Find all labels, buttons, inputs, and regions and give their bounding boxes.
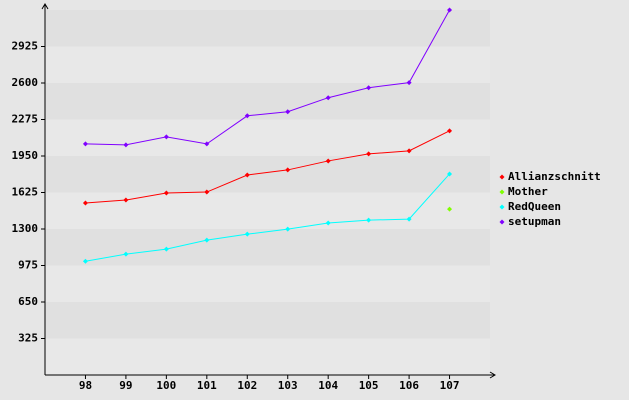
legend-label: setupman — [508, 215, 561, 228]
legend-marker — [499, 174, 505, 180]
x-tick-label: 105 — [359, 379, 379, 392]
legend-marker — [499, 219, 505, 225]
series-line — [85, 130, 450, 204]
grid-band — [45, 46, 490, 83]
grid-band — [45, 119, 490, 156]
point — [406, 80, 412, 86]
series-line — [85, 9, 450, 146]
point — [447, 128, 453, 134]
grid-band — [45, 265, 490, 302]
y-tick-label: 1950 — [12, 149, 39, 162]
y-tick-label: 2600 — [12, 76, 39, 89]
point — [204, 189, 210, 195]
x-tick-label: 99 — [119, 379, 132, 392]
legend-label: Mother — [508, 185, 548, 198]
x-axis-arrow — [489, 371, 496, 379]
point — [366, 151, 372, 157]
y-tick-label: 1300 — [12, 222, 39, 235]
point — [325, 158, 331, 164]
point — [406, 216, 412, 222]
x-tick-label: 104 — [318, 379, 338, 392]
point — [447, 206, 453, 212]
y-tick-label: 650 — [18, 295, 38, 308]
point — [82, 200, 88, 206]
legend-marker — [499, 204, 505, 210]
grid-band — [45, 302, 490, 339]
point — [447, 171, 453, 177]
point — [366, 85, 372, 91]
legend-label: Allianzschnitt — [508, 170, 601, 183]
x-tick-label: 103 — [278, 379, 298, 392]
point — [82, 141, 88, 147]
grid-band — [45, 192, 490, 229]
y-tick-label: 1625 — [12, 186, 39, 199]
x-tick-label: 101 — [197, 379, 217, 392]
grid-band — [45, 10, 490, 47]
point — [447, 7, 453, 13]
y-axis-arrow — [41, 3, 49, 10]
legend-marker — [499, 189, 505, 195]
point — [285, 226, 291, 232]
y-tick-label: 2925 — [12, 40, 39, 53]
grid-band — [45, 156, 490, 193]
point — [163, 246, 169, 252]
point — [244, 231, 250, 237]
point — [406, 148, 412, 154]
point — [123, 197, 129, 203]
point — [285, 167, 291, 173]
point — [244, 113, 250, 119]
point — [163, 134, 169, 140]
point — [325, 95, 331, 101]
series-line — [85, 173, 450, 262]
point — [123, 251, 129, 257]
y-tick-label: 2275 — [12, 113, 39, 126]
x-tick-label: 102 — [237, 379, 257, 392]
point — [204, 141, 210, 147]
point — [204, 237, 210, 243]
x-tick-label: 98 — [79, 379, 92, 392]
point — [366, 217, 372, 223]
y-tick-label: 975 — [18, 259, 38, 272]
point — [285, 109, 291, 115]
x-tick-label: 100 — [156, 379, 176, 392]
point — [163, 190, 169, 196]
point — [244, 172, 250, 178]
point — [82, 258, 88, 264]
x-tick-label: 107 — [440, 379, 460, 392]
grid-band — [45, 229, 490, 266]
y-tick-label: 325 — [18, 332, 38, 345]
legend-label: RedQueen — [508, 200, 561, 213]
grid-band — [45, 338, 490, 375]
point — [123, 142, 129, 148]
x-tick-label: 106 — [399, 379, 419, 392]
point — [325, 220, 331, 226]
